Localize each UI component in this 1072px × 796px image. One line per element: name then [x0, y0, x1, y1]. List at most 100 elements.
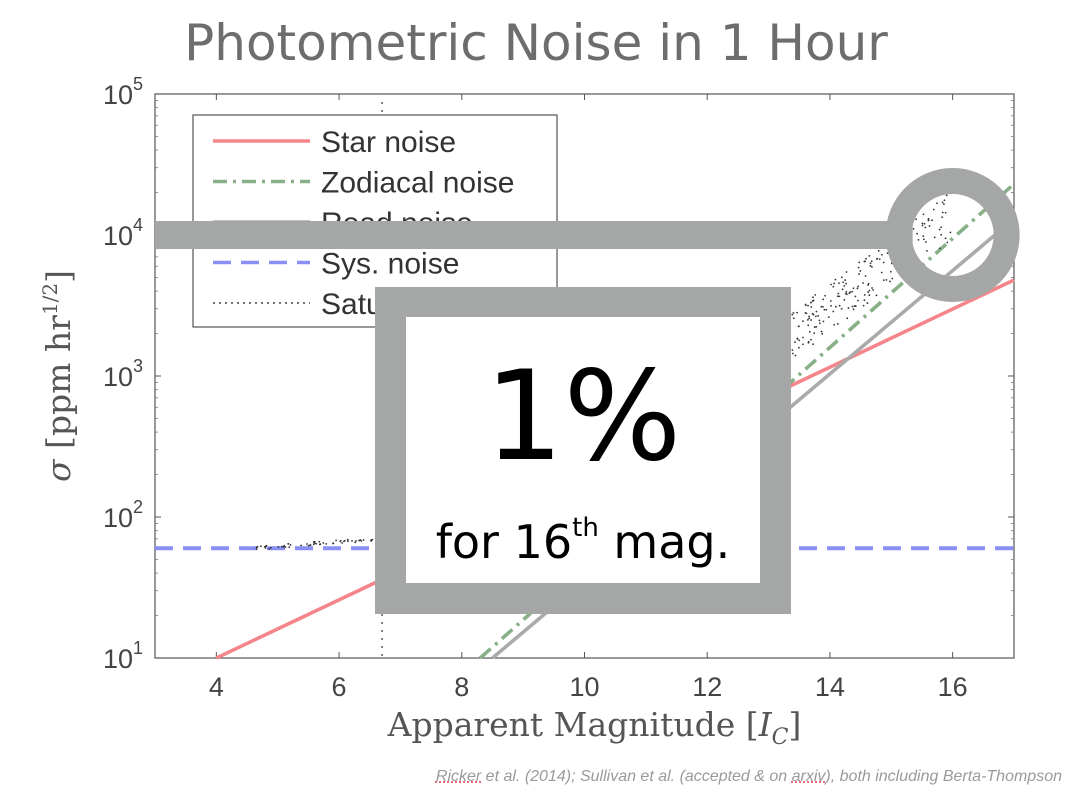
scatter-point [830, 304, 832, 307]
scatter-point [852, 287, 855, 290]
x-tick-label: 8 [454, 672, 469, 702]
scatter-point [841, 288, 844, 291]
callout-text-after: mag. [598, 515, 731, 569]
scatter-point [814, 293, 817, 296]
scatter-point [791, 313, 794, 316]
scatter-point [820, 305, 823, 308]
scatter-point [798, 325, 800, 328]
citation-arxiv: arxiv [791, 768, 826, 785]
scatter-point [277, 546, 280, 548]
x-tick-label: 4 [209, 672, 224, 702]
scatter-point [940, 233, 943, 236]
scatter-point [943, 199, 946, 202]
scatter-point [867, 291, 870, 294]
scatter-point [940, 226, 942, 229]
highlight-bar [155, 221, 913, 249]
scatter-point [848, 292, 851, 295]
scatter-point [798, 339, 801, 342]
scatter-point [343, 539, 346, 542]
scatter-point [814, 315, 817, 318]
y-tick-label: 105 [103, 74, 143, 110]
scatter-point [836, 295, 839, 298]
scatter-point [813, 326, 816, 328]
scatter-point [792, 317, 795, 320]
scatter-point [886, 252, 889, 255]
scatter-point [360, 540, 363, 542]
scatter-point [351, 539, 353, 542]
scatter-point [300, 544, 303, 547]
scatter-point [822, 305, 824, 308]
scatter-point [864, 275, 867, 277]
scatter-point [889, 280, 891, 283]
scatter-point [867, 282, 870, 285]
x-tick-label: 6 [332, 672, 347, 702]
citation-body: et al. (2014); Sullivan et al. (accepted… [481, 768, 792, 785]
scatter-point [809, 301, 812, 304]
scatter-point [882, 279, 885, 281]
legend-label: Sys. noise [321, 248, 459, 281]
scatter-point [370, 539, 373, 541]
scatter-point [858, 273, 860, 275]
scatter-point [946, 241, 949, 244]
scatter-point [882, 261, 885, 264]
scatter-point [813, 332, 816, 334]
scatter-point [924, 226, 927, 229]
scatter-point [933, 236, 936, 239]
x-tick-label: 10 [569, 672, 599, 702]
scatter-point [938, 228, 941, 231]
scatter-point [843, 285, 846, 287]
scatter-point [309, 544, 312, 546]
scatter-point [312, 543, 315, 546]
scatter-point [347, 540, 349, 543]
citation-end: ), both including Berta-Thompson [825, 768, 1062, 785]
scatter-point [840, 307, 843, 310]
scatter-point [922, 235, 925, 238]
scatter-point [942, 203, 945, 206]
scatter-point [941, 216, 944, 219]
scatter-point [857, 266, 860, 269]
y-axis-label: σ [ppm hr1/2] [38, 270, 78, 482]
callout-panel: 1% for 16th mag. [406, 317, 760, 583]
scatter-point [810, 306, 813, 308]
axis-ticks: 4 6 8 10 12 14 16 101 102 103 104 105 [103, 74, 1014, 702]
scatter-point [842, 281, 845, 284]
scatter-point [339, 539, 342, 542]
scatter-point [845, 271, 848, 273]
scatter-point [829, 300, 832, 302]
scatter-point [812, 343, 815, 346]
scatter-point [832, 310, 835, 313]
scatter-point [921, 224, 924, 227]
scatter-point [844, 279, 847, 281]
scatter-point [288, 546, 291, 549]
scatter-point [928, 225, 931, 227]
scatter-point [922, 238, 925, 241]
scatter-point [812, 313, 815, 316]
scatter-point [851, 305, 854, 308]
scatter-point [810, 319, 812, 321]
scatter-point [335, 539, 337, 542]
scatter-point [812, 299, 815, 302]
scatter-point [870, 260, 873, 263]
y-tick-label: 102 [103, 497, 143, 533]
y-tick-label: 104 [103, 215, 143, 251]
scatter-point [802, 320, 804, 322]
scatter-point [284, 546, 287, 548]
citation-author: Ricker [435, 768, 482, 785]
scatter-point [921, 222, 924, 225]
scatter-point [936, 202, 938, 205]
scatter-point [796, 311, 799, 314]
scatter-point [868, 255, 871, 257]
scatter-point [821, 332, 824, 335]
scatter-point [927, 217, 930, 220]
scatter-point [812, 296, 814, 299]
scatter-point [355, 539, 357, 542]
scatter-point [916, 232, 919, 235]
scatter-point [945, 194, 948, 197]
scatter-point [318, 540, 321, 543]
scatter-point [846, 317, 849, 320]
scatter-point [820, 330, 823, 333]
x-tick-label: 14 [815, 672, 845, 702]
scatter-point [822, 320, 825, 323]
scatter-point [838, 282, 840, 284]
scatter-point [871, 287, 873, 289]
